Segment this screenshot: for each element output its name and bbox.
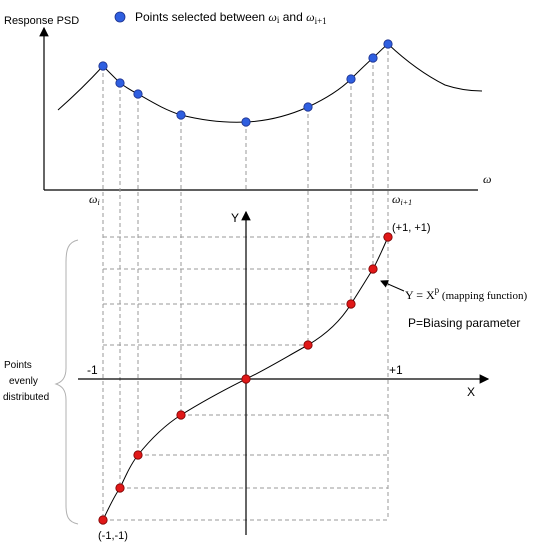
corner-top-right-label: (+1, +1)	[392, 222, 431, 234]
legend-text: Points selected between ωi and ωi+1	[135, 10, 327, 26]
red-points	[98, 232, 393, 525]
left-brace	[54, 239, 79, 525]
red-point	[368, 264, 378, 274]
blue-point	[346, 74, 356, 84]
top-x-axis-symbol: ω	[483, 172, 491, 186]
top-y-axis-label: Response PSD	[4, 15, 79, 27]
right-tick-label: ωi+1	[392, 192, 412, 207]
blue-point	[115, 78, 125, 88]
blue-point	[303, 102, 313, 112]
red-point	[133, 450, 143, 460]
blue-point	[241, 117, 251, 127]
left-tick-label: ωi	[89, 192, 100, 207]
bottom-y-axis-label: Y	[231, 211, 239, 225]
blue-points	[98, 39, 393, 127]
red-point	[303, 340, 313, 350]
red-point	[98, 515, 108, 525]
corner-bottom-left-label: (-1,-1)	[98, 530, 128, 542]
blue-point	[176, 110, 186, 120]
mapping-function-label: Y = Xp (mapping function)	[405, 285, 527, 302]
red-point	[115, 483, 125, 493]
biasing-parameter-label: P=Biasing parameter	[408, 316, 520, 330]
bottom-x-axis-label: X	[467, 385, 475, 399]
blue-point	[368, 53, 378, 63]
side-note-line-1: Points	[4, 360, 32, 371]
blue-point	[98, 61, 108, 71]
red-point	[241, 374, 251, 384]
red-point	[346, 299, 356, 309]
minus-one-label: -1	[87, 363, 98, 377]
red-point	[176, 410, 186, 420]
legend-point-icon	[114, 11, 126, 23]
plus-one-label: +1	[389, 363, 403, 377]
blue-point	[383, 39, 393, 49]
side-note-line-3: distributed	[3, 392, 49, 403]
side-note-line-2: evenly	[9, 376, 38, 387]
red-point	[383, 232, 393, 242]
mapping-pointer-arrow	[380, 280, 405, 292]
blue-point	[133, 89, 143, 99]
top-dashed-guides	[102, 44, 389, 520]
